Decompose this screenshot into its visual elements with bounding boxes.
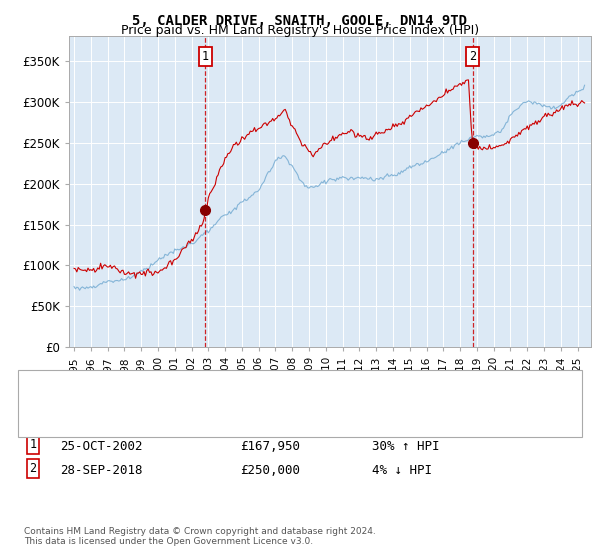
Text: 30% ↑ HPI: 30% ↑ HPI bbox=[372, 440, 439, 452]
Text: £167,950: £167,950 bbox=[240, 440, 300, 452]
Text: 28-SEP-2018: 28-SEP-2018 bbox=[60, 464, 143, 477]
Text: 2: 2 bbox=[469, 50, 476, 63]
Text: 4% ↓ HPI: 4% ↓ HPI bbox=[372, 464, 432, 477]
Text: —: — bbox=[36, 386, 53, 404]
Text: 25-OCT-2002: 25-OCT-2002 bbox=[60, 440, 143, 452]
Text: 5, CALDER DRIVE, SNAITH, GOOLE, DN14 9TD (detached house): 5, CALDER DRIVE, SNAITH, GOOLE, DN14 9TD… bbox=[63, 386, 420, 396]
Text: 5, CALDER DRIVE, SNAITH, GOOLE, DN14 9TD: 5, CALDER DRIVE, SNAITH, GOOLE, DN14 9TD bbox=[133, 14, 467, 28]
Text: —: — bbox=[36, 405, 53, 423]
Text: 2: 2 bbox=[29, 462, 37, 475]
Text: £250,000: £250,000 bbox=[240, 464, 300, 477]
Text: Contains HM Land Registry data © Crown copyright and database right 2024.
This d: Contains HM Land Registry data © Crown c… bbox=[24, 526, 376, 546]
Text: 1: 1 bbox=[202, 50, 209, 63]
Text: 1: 1 bbox=[29, 438, 37, 451]
Text: Price paid vs. HM Land Registry's House Price Index (HPI): Price paid vs. HM Land Registry's House … bbox=[121, 24, 479, 36]
Text: HPI: Average price, detached house, East Riding of Yorkshire: HPI: Average price, detached house, East… bbox=[63, 405, 400, 415]
